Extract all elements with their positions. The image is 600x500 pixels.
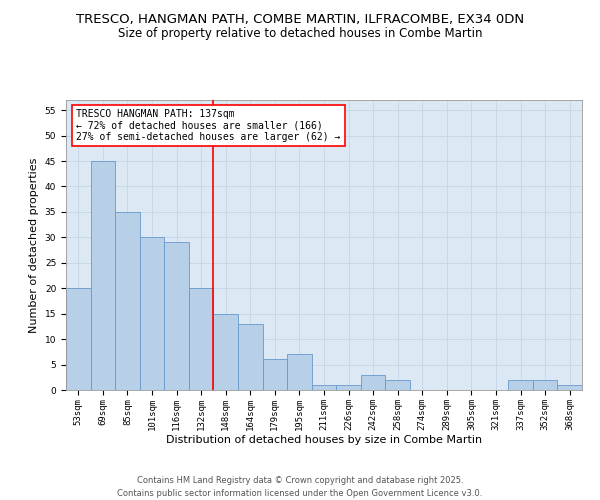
Bar [164,242,189,390]
Y-axis label: Number of detached properties: Number of detached properties [29,158,39,332]
Bar [66,288,91,390]
Bar [557,385,582,390]
Bar [361,374,385,390]
Bar [287,354,312,390]
Text: TRESCO, HANGMAN PATH, COMBE MARTIN, ILFRACOMBE, EX34 0DN: TRESCO, HANGMAN PATH, COMBE MARTIN, ILFR… [76,12,524,26]
Bar [336,385,361,390]
Bar [263,360,287,390]
Bar [508,380,533,390]
Bar [312,385,336,390]
Text: Contains HM Land Registry data © Crown copyright and database right 2025.
Contai: Contains HM Land Registry data © Crown c… [118,476,482,498]
Text: TRESCO HANGMAN PATH: 137sqm
← 72% of detached houses are smaller (166)
27% of se: TRESCO HANGMAN PATH: 137sqm ← 72% of det… [76,108,341,142]
Bar [115,212,140,390]
Bar [214,314,238,390]
Bar [189,288,214,390]
Bar [91,161,115,390]
Bar [385,380,410,390]
Bar [140,238,164,390]
Bar [238,324,263,390]
X-axis label: Distribution of detached houses by size in Combe Martin: Distribution of detached houses by size … [166,436,482,446]
Bar [533,380,557,390]
Text: Size of property relative to detached houses in Combe Martin: Size of property relative to detached ho… [118,28,482,40]
